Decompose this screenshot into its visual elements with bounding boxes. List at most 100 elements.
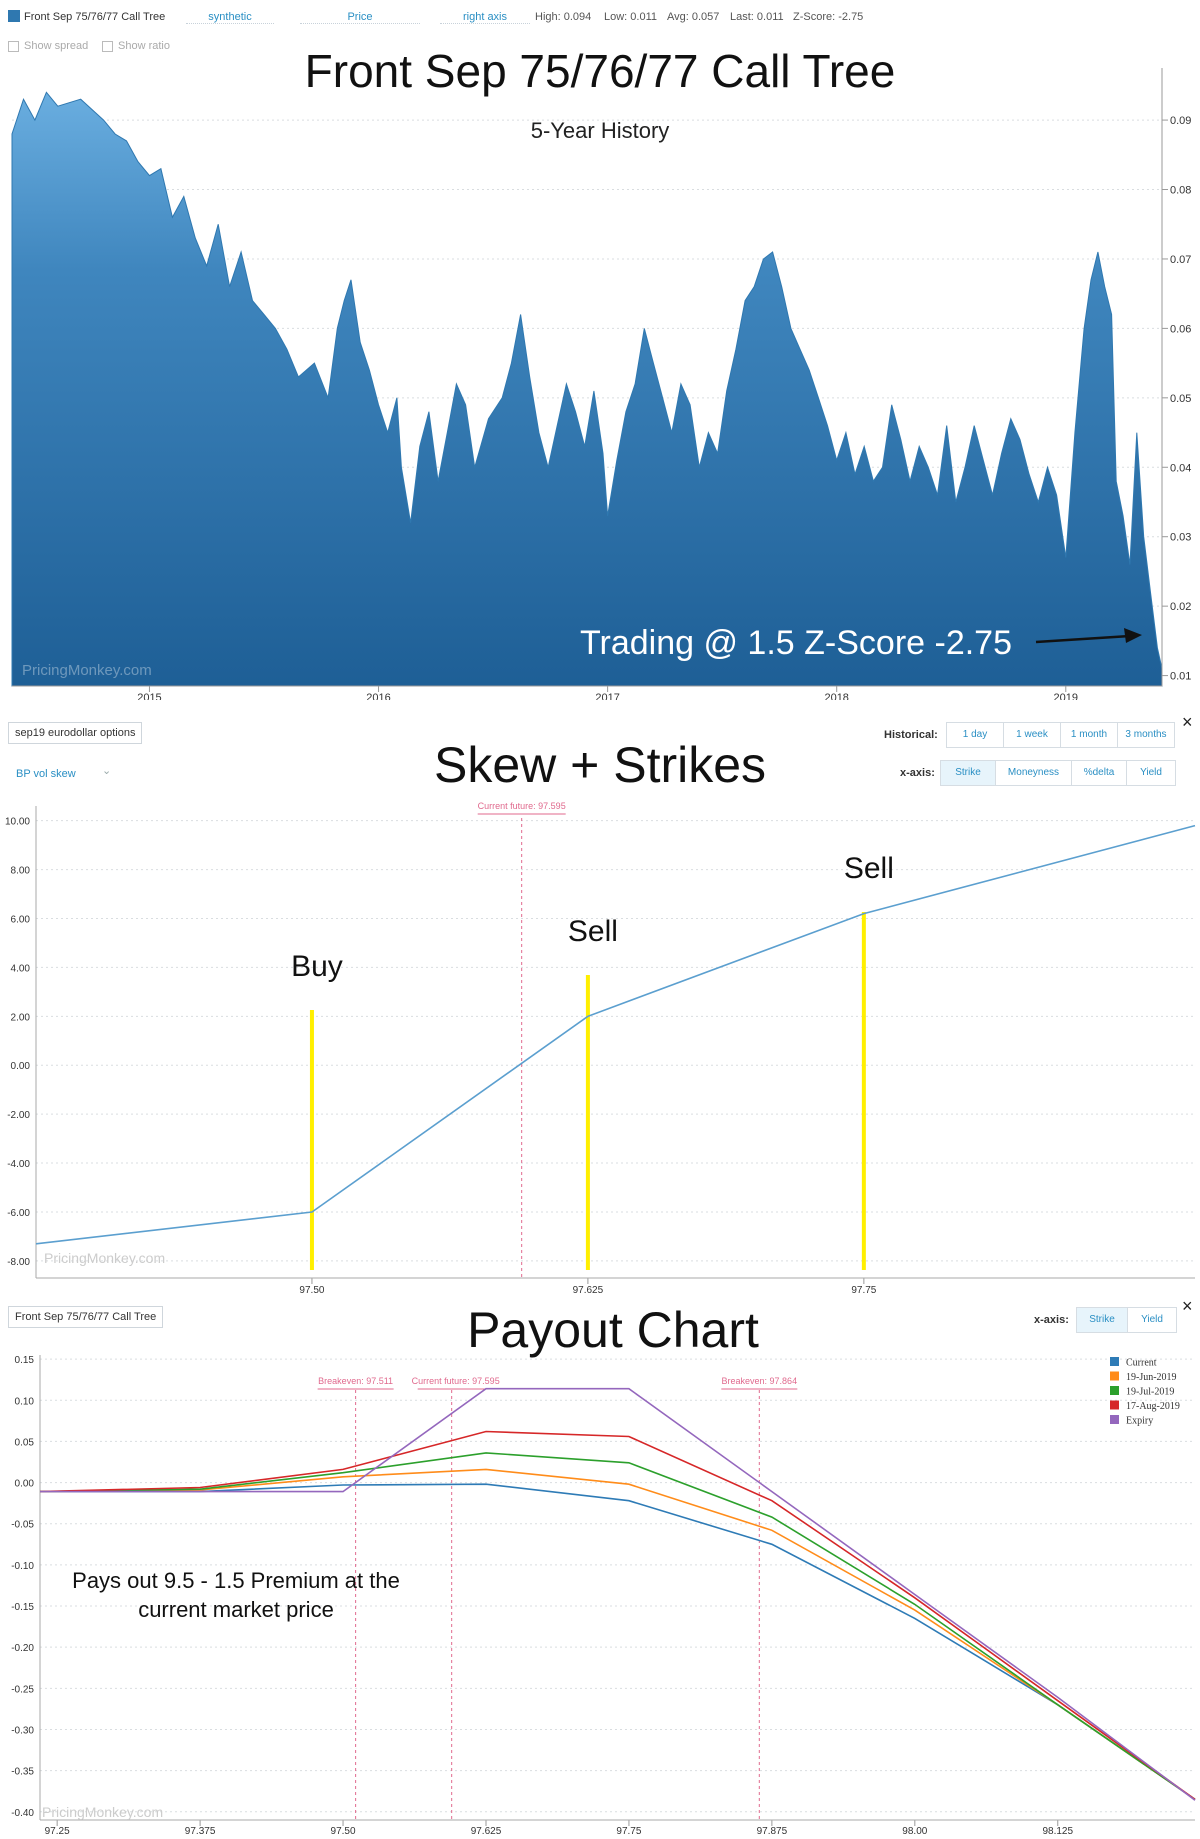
dropdown-price[interactable]: Price [300,11,420,24]
marker-label: Breakeven: 97.511 [318,1376,393,1386]
x-tick-label: 98.00 [902,1826,927,1837]
strike-label: Buy [291,950,343,983]
legend-label: 19-Jul-2019 [1126,1387,1174,1398]
xaxis-moneyness-button[interactable]: Moneyness [995,760,1072,786]
xaxis-strike-button[interactable]: Strike [940,760,996,786]
payout-series-line [39,1430,1196,1801]
xaxis-strike-button[interactable]: Strike [1076,1307,1128,1333]
xaxis-yield-button[interactable]: Yield [1127,1307,1177,1333]
y-tick-label: 0.02 [1170,601,1191,613]
x-tick-label: 97.375 [185,1826,216,1837]
legend-label: Expiry [1126,1416,1153,1427]
dropdown-synthetic[interactable]: synthetic [186,11,274,24]
x-tick-label: 97.50 [331,1826,356,1837]
chart-title: Skew + Strikes [433,737,767,793]
y-tick-label: -0.10 [11,1561,34,1572]
x-tick-label: 97.50 [299,1285,324,1296]
close-icon[interactable]: × [1182,712,1193,732]
chart-title: Front Sep 75/76/77 Call Tree [304,45,896,97]
trading-annotation: Trading @ 1.5 Z-Score -2.75 [580,624,1012,662]
legend-label: 19-Jun-2019 [1126,1372,1177,1383]
x-tick-label: 2018 [824,692,848,700]
y-tick-label: -8.00 [7,1257,30,1268]
history-panel: Front Sep 75/76/77 Call Tree synthetic P… [0,0,1200,700]
xaxis-label: x-axis: [1034,1314,1069,1326]
strategy-selector[interactable]: Front Sep 75/76/77 Call Tree [8,1306,164,1328]
y-tick-label: -0.40 [11,1808,34,1819]
y-tick-label: 8.00 [11,866,31,877]
xaxis-yield-button[interactable]: Yield [1126,760,1176,786]
hist-1week-button[interactable]: 1 week [1003,722,1061,748]
y-tick-label: -0.25 [11,1684,34,1695]
y-tick-label: 0.07 [1170,254,1191,266]
payout-annotation-line2: current market price [138,1597,334,1622]
legend-swatch [1110,1357,1119,1366]
x-tick-label: 2017 [595,692,619,700]
y-tick-label: -0.05 [11,1520,34,1531]
y-tick-label: 0.15 [15,1355,35,1366]
chevron-down-icon[interactable]: ⌄ [102,765,112,777]
stat-last: Last: 0.011 [730,11,784,23]
payout-annotation-line1: Pays out 9.5 - 1.5 Premium at the [72,1568,400,1593]
y-tick-label: 0.05 [1170,393,1191,405]
x-tick-label: 2015 [137,692,161,700]
xaxis-label: x-axis: [900,767,935,779]
x-tick-label: 2016 [366,692,390,700]
legend-swatch [8,10,20,22]
show-spread-checkbox[interactable] [8,41,19,52]
xaxis-delta-button[interactable]: %delta [1071,760,1127,786]
marker-label: Breakeven: 97.864 [722,1376,798,1386]
legend-swatch [1110,1386,1119,1395]
dropdown-axis[interactable]: right axis [440,11,530,24]
y-tick-label: -0.30 [11,1725,34,1736]
payout-series-line [39,1468,1196,1801]
y-tick-label: -0.20 [11,1643,34,1654]
y-tick-label: 0.01 [1170,671,1191,683]
show-ratio-checkbox[interactable] [102,41,113,52]
y-tick-label: 0.10 [15,1396,35,1407]
watermark: PricingMonkey.com [44,1250,166,1266]
payout-series-line [40,1483,1196,1801]
x-tick-label: 97.75 [616,1826,641,1837]
payout-annotation: Pays out 9.5 - 1.5 Premium at the curren… [50,1566,422,1624]
x-tick-label: 2019 [1054,692,1078,700]
mode-dropdown[interactable]: BP vol skew [16,768,76,780]
skew-chart: 10.00 8.00 6.00 4.00 2.00 0.00 -2.00 -4.00 -6.00… [5,801,1196,1296]
payout-panel: Front Sep 75/76/77 Call Tree Payout Char… [0,1296,1200,1839]
x-tick-label: 97.25 [45,1826,70,1837]
current-future-label: Current future: 97.595 [478,801,566,811]
y-tick-label: 0.09 [1170,115,1191,127]
y-tick-label: 4.00 [11,963,31,974]
y-tick-label: -2.00 [7,1110,30,1121]
watermark: PricingMonkey.com [22,662,152,679]
x-tick-label: 98.125 [1042,1826,1073,1837]
legend-swatch [1110,1371,1119,1381]
y-tick-label: 10.00 [5,817,30,828]
stat-zscore: Z-Score: -2.75 [793,11,864,23]
y-tick-label: -6.00 [7,1208,30,1219]
legend-swatch [1110,1400,1119,1410]
payout-series-line [39,1452,1196,1801]
show-spread-label: Show spread [24,40,89,52]
payout-series-line [40,1387,1196,1801]
payout-chart: 0.15 0.10 0.05 0.00 -0.05 -0.10 -0.15 -0.20 -0.2… [11,1355,1196,1837]
y-tick-label: 0.06 [1170,323,1191,335]
y-tick-label: 6.00 [11,914,31,925]
stat-high: High: 0.094 [535,11,592,23]
legend-name: Front Sep 75/76/77 Call Tree [24,11,166,23]
x-tick-label: 97.75 [851,1285,876,1296]
strike-label: Sell [844,852,894,885]
y-tick-label: 0.00 [15,1479,35,1490]
skew-series-line [35,824,1196,1245]
historical-label: Historical: [884,729,938,741]
show-ratio-label: Show ratio [118,40,170,52]
x-tick-label: 97.625 [573,1285,604,1296]
hist-1month-button[interactable]: 1 month [1060,722,1118,748]
close-icon[interactable]: × [1182,1296,1193,1316]
annotation-arrow-shaft [1035,634,1131,644]
hist-3months-button[interactable]: 3 months [1117,722,1175,748]
options-selector[interactable]: sep19 eurodollar options [8,722,143,744]
x-tick-label: 97.625 [471,1826,502,1837]
y-tick-label: 0.05 [15,1437,35,1448]
annotation-arrow-head [1124,628,1142,643]
